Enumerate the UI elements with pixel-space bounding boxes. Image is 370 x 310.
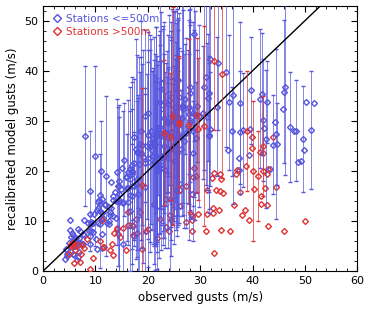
Stations >500m	[126, 223, 130, 226]
Stations >500m	[88, 267, 92, 270]
Line: Stations >500m: Stations >500m	[67, 135, 278, 271]
Stations >500m	[232, 203, 236, 206]
Y-axis label: recalibrated model gusts (m/s): recalibrated model gusts (m/s)	[6, 47, 18, 229]
Legend: Stations <=500m, Stations >500m: Stations <=500m, Stations >500m	[48, 11, 162, 40]
X-axis label: observed gusts (m/s): observed gusts (m/s)	[138, 291, 263, 304]
Stations >500m	[244, 164, 249, 168]
Stations >500m	[67, 252, 71, 256]
Stations >500m	[270, 135, 275, 139]
Stations >500m	[249, 147, 254, 150]
Stations >500m	[158, 217, 162, 221]
Stations >500m	[252, 187, 256, 191]
Stations >500m	[263, 186, 268, 190]
